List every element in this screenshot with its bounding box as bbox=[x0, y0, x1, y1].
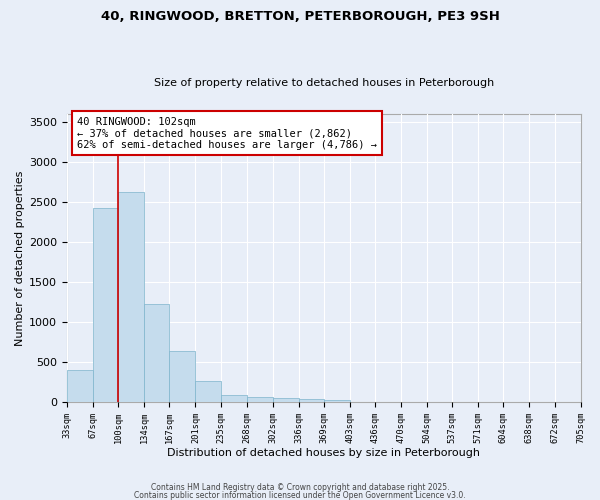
Bar bbox=[118, 192, 144, 402]
Bar bbox=[272, 398, 299, 402]
Text: Contains HM Land Registry data © Crown copyright and database right 2025.: Contains HM Land Registry data © Crown c… bbox=[151, 484, 449, 492]
Title: Size of property relative to detached houses in Peterborough: Size of property relative to detached ho… bbox=[154, 78, 494, 88]
Bar bbox=[221, 394, 247, 402]
Y-axis label: Number of detached properties: Number of detached properties bbox=[15, 170, 25, 346]
Bar bbox=[93, 208, 118, 402]
X-axis label: Distribution of detached houses by size in Peterborough: Distribution of detached houses by size … bbox=[167, 448, 480, 458]
Bar bbox=[247, 398, 272, 402]
Bar bbox=[324, 400, 350, 402]
Bar bbox=[67, 370, 93, 402]
Text: 40 RINGWOOD: 102sqm
← 37% of detached houses are smaller (2,862)
62% of semi-det: 40 RINGWOOD: 102sqm ← 37% of detached ho… bbox=[77, 116, 377, 150]
Bar bbox=[299, 400, 324, 402]
Text: 40, RINGWOOD, BRETTON, PETERBOROUGH, PE3 9SH: 40, RINGWOOD, BRETTON, PETERBOROUGH, PE3… bbox=[101, 10, 499, 23]
Bar bbox=[144, 304, 169, 402]
Bar bbox=[169, 351, 196, 402]
Text: Contains public sector information licensed under the Open Government Licence v3: Contains public sector information licen… bbox=[134, 490, 466, 500]
Bar bbox=[196, 382, 221, 402]
